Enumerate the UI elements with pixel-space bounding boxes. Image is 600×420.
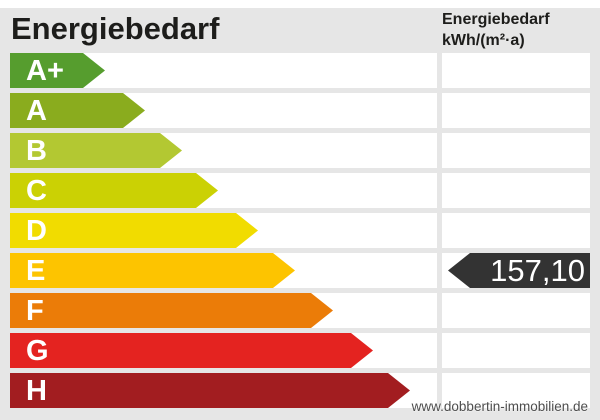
scale-row: A+: [10, 53, 590, 88]
row-track-right: [442, 93, 590, 128]
rating-letter: E: [26, 255, 46, 287]
rating-scale: A+ A B C: [10, 53, 590, 408]
rating-arrow: G: [10, 333, 373, 368]
website-text: www.dobbertin-immobilien.de: [411, 399, 588, 414]
rating-letter: F: [26, 295, 44, 327]
row-track-right: [442, 373, 590, 408]
rating-arrow: E: [10, 253, 295, 288]
scale-row: H: [10, 373, 590, 408]
scale-row: C: [10, 173, 590, 208]
rating-arrow: A: [10, 93, 145, 128]
value-label: 157,10: [490, 253, 585, 288]
rating-letter: C: [26, 175, 47, 207]
row-track-right: [442, 53, 590, 88]
rating-letter: G: [26, 335, 49, 367]
rating-letter: H: [26, 375, 47, 407]
scale-row: B: [10, 133, 590, 168]
rating-letter: A: [26, 95, 47, 127]
scale-row: F: [10, 293, 590, 328]
rating-letter: A+: [26, 55, 64, 87]
scale-row: G: [10, 333, 590, 368]
row-track-right: [442, 213, 590, 248]
rating-arrow: C: [10, 173, 218, 208]
rating-arrow: H: [10, 373, 410, 408]
unit-header-line1: Energiebedarf: [442, 11, 550, 28]
unit-header: Energiebedarf kWh/(m²·a): [442, 9, 550, 51]
scale-row: A: [10, 93, 590, 128]
rating-letter: B: [26, 135, 47, 167]
unit-header-line2: kWh/(m²·a): [442, 32, 525, 49]
rating-arrow: F: [10, 293, 333, 328]
row-track-right: [442, 293, 590, 328]
rating-arrow: D: [10, 213, 258, 248]
page-title: Energiebedarf: [11, 11, 220, 46]
row-track-right: [442, 173, 590, 208]
rating-arrow: A+: [10, 53, 105, 88]
row-track-right: [442, 333, 590, 368]
row-track-right: [442, 133, 590, 168]
rating-arrow: B: [10, 133, 182, 168]
rating-letter: D: [26, 215, 47, 247]
scale-row: D: [10, 213, 590, 248]
value-arrow: 157,10: [448, 253, 590, 288]
top-strip: [0, 0, 600, 8]
